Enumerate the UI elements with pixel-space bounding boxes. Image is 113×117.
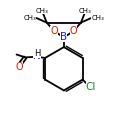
Text: O: O [50,26,57,36]
Text: CH₃: CH₃ [90,15,103,21]
Text: H: H [34,49,40,58]
Text: B: B [60,32,67,42]
Text: O: O [15,62,22,72]
Text: CH₃: CH₃ [78,8,91,14]
Text: CH₃: CH₃ [35,8,48,14]
Text: CH₃: CH₃ [24,15,36,21]
Text: Cl: Cl [85,82,95,92]
Text: N: N [33,51,41,61]
Text: O: O [69,26,77,36]
